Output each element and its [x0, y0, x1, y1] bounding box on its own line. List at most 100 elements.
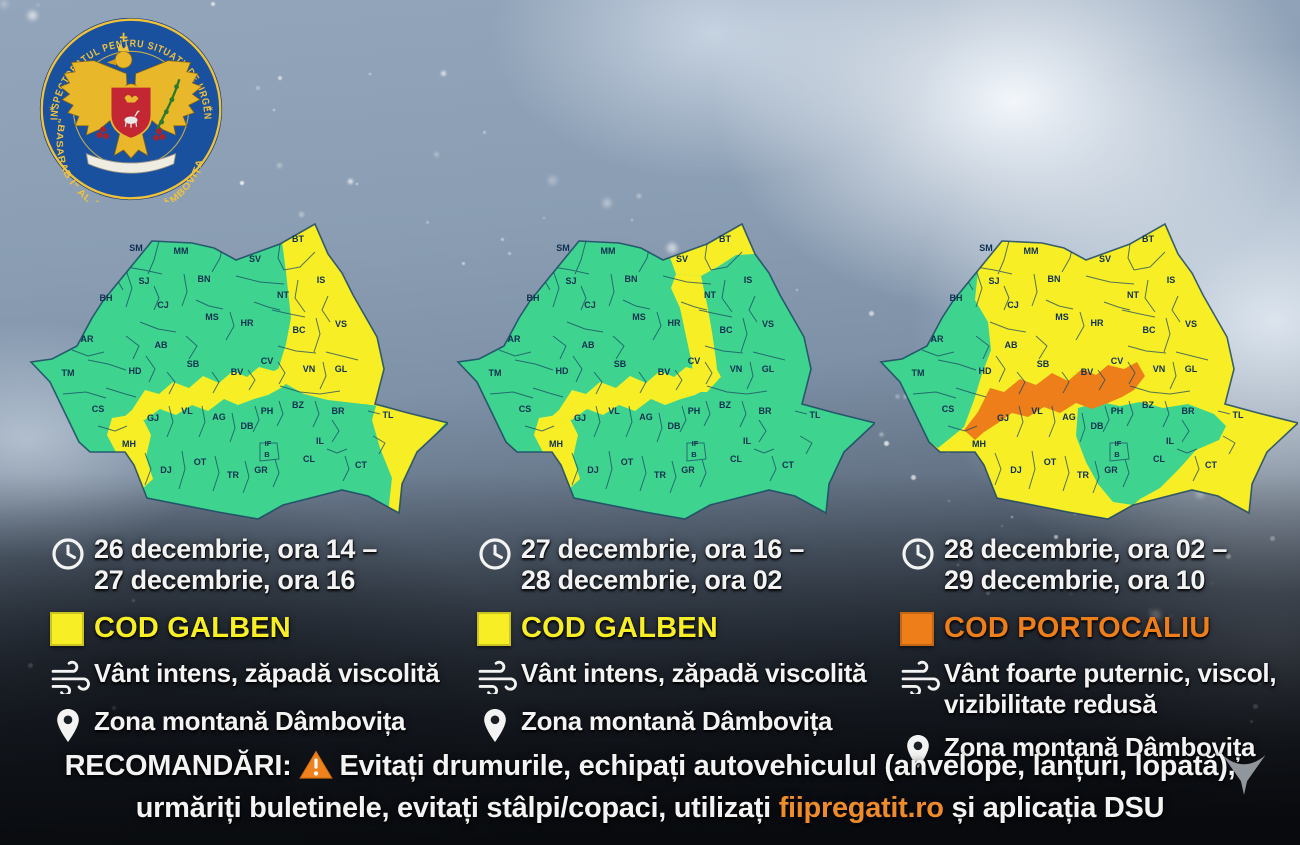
warning-region-carpathian-band: [543, 364, 721, 426]
county-label-BZ: BZ: [292, 400, 304, 410]
county-label-VN: VN: [730, 364, 743, 374]
county-label-TR: TR: [227, 470, 239, 480]
county-label-VN: VN: [1153, 364, 1166, 374]
wind-icon: [50, 658, 94, 694]
period-line-2: 28 decembrie, ora 02: [521, 565, 783, 595]
county-label-CL: CL: [1153, 454, 1165, 464]
county-label-MH: MH: [549, 439, 563, 449]
county-label-OT: OT: [194, 457, 207, 467]
county-label-CJ: CJ: [584, 300, 596, 310]
seal-star-left: ✶: [48, 104, 56, 114]
county-label-BV: BV: [1081, 367, 1094, 377]
county-label-CJ: CJ: [157, 300, 169, 310]
county-label-SM: SM: [979, 243, 993, 253]
county-label-SV: SV: [1099, 254, 1111, 264]
county-label-SM: SM: [556, 243, 570, 253]
wind-icon: [477, 658, 521, 694]
county-label-MH: MH: [122, 439, 136, 449]
seal-star-right: ✶: [206, 104, 214, 114]
warning-region-mh-southwest: [534, 415, 580, 490]
county-label-MS: MS: [1055, 312, 1069, 322]
county-label-AB: AB: [1005, 340, 1018, 350]
county-label-DJ: DJ: [587, 465, 599, 475]
county-label-BN: BN: [1048, 274, 1061, 284]
code-label: COD GALBEN: [521, 611, 718, 644]
county-label-HD: HD: [979, 366, 992, 376]
county-label-BC: BC: [720, 325, 733, 335]
yellow-code-swatch: [477, 612, 511, 646]
county-label-MH: MH: [972, 439, 986, 449]
county-label-TL: TL: [383, 410, 394, 420]
period-line-2: 27 decembrie, ora 16: [94, 565, 356, 595]
warning-region-coast-strip: [372, 392, 448, 514]
county-label-IF: IF: [1115, 439, 1122, 448]
warning-panel-1: SM MM BT SV IS NT BN SJ BH CJ MS HR BC VS AR AB TM HD SB BV…: [28, 222, 450, 743]
county-label-IS: IS: [1167, 275, 1176, 285]
period-line-2: 29 decembrie, ora 10: [944, 565, 1206, 595]
warning-region-east-carpathian-band: [671, 274, 718, 392]
county-label-VS: VS: [762, 319, 774, 329]
fiipregatit-link[interactable]: fiipregatit.ro: [778, 792, 944, 824]
county-borders: [62, 239, 386, 494]
period-line-1: 28 decembrie, ora 02 –: [944, 534, 1228, 564]
county-label-BC: BC: [293, 325, 306, 335]
county-label-HD: HD: [129, 366, 142, 376]
county-label-IL: IL: [316, 436, 325, 446]
county-label-B: B: [264, 450, 270, 459]
county-label-AR: AR: [931, 334, 944, 344]
county-label-TR: TR: [654, 470, 666, 480]
county-label-CV: CV: [1111, 356, 1124, 366]
warning-region-orange-carpathian-band: [964, 362, 1145, 440]
county-label-VS: VS: [335, 319, 347, 329]
area-text: Zona montană Dâmbovița: [94, 706, 406, 736]
recommendations-text: RECOMANDĂRI: Evitați drumurile, echipați …: [30, 748, 1270, 827]
county-label-VL: VL: [1031, 406, 1043, 416]
phenomena-text: Vânt intens, zăpadă viscolită: [521, 658, 867, 688]
county-label-DB: DB: [241, 421, 254, 431]
county-label-NT: NT: [704, 290, 716, 300]
county-label-VS: VS: [1185, 319, 1197, 329]
county-label-GL: GL: [335, 364, 348, 374]
county-label-DB: DB: [1091, 421, 1104, 431]
county-label-GR: GR: [681, 465, 695, 475]
romania-county-map-3: SM MM BT SV IS NT BN SJ BH CJ MS HR BC VS AR AB TM HD SB BV…: [878, 222, 1300, 522]
county-label-GJ: GJ: [147, 413, 159, 423]
county-label-GR: GR: [254, 465, 268, 475]
county-label-DJ: DJ: [1010, 465, 1022, 475]
county-label-OT: OT: [621, 457, 634, 467]
romania-county-map-2: SM MM BT SV IS NT BN SJ BH CJ MS HR BC VS AR AB TM HD SB BV…: [455, 222, 877, 522]
county-label-IF: IF: [692, 439, 699, 448]
county-label-TM: TM: [489, 368, 502, 378]
county-label-IL: IL: [1166, 436, 1175, 446]
county-label-VL: VL: [608, 406, 620, 416]
romania-county-map-1: SM MM BT SV IS NT BN SJ BH CJ MS HR BC VS AR AB TM HD SB BV…: [28, 222, 450, 522]
code-label: COD PORTOCALIU: [944, 611, 1211, 644]
warning-triangle-icon: [299, 750, 334, 790]
county-label-AG: AG: [639, 412, 653, 422]
county-label-BZ: BZ: [719, 400, 731, 410]
county-label-TL: TL: [1233, 410, 1244, 420]
county-label-BN: BN: [625, 274, 638, 284]
country-outline: [879, 222, 1300, 520]
county-label-BN: BN: [198, 274, 211, 284]
county-label-SB: SB: [1037, 359, 1050, 369]
county-label-BT: BT: [1142, 234, 1154, 244]
county-label-PH: PH: [1111, 406, 1124, 416]
county-label-VL: VL: [181, 406, 193, 416]
county-label-BV: BV: [231, 367, 244, 377]
county-label-SB: SB: [187, 359, 200, 369]
county-label-NT: NT: [1127, 290, 1139, 300]
county-label-CT: CT: [782, 460, 794, 470]
county-label-BR: BR: [332, 406, 345, 416]
county-label-BH: BH: [100, 293, 113, 303]
county-label-IS: IS: [744, 275, 753, 285]
county-label-GL: GL: [1185, 364, 1198, 374]
county-label-CT: CT: [355, 460, 367, 470]
county-label-BV: BV: [658, 367, 671, 377]
county-label-TM: TM: [62, 368, 75, 378]
phenomena-text: Vânt intens, zăpadă viscolită: [94, 658, 440, 688]
county-label-BH: BH: [527, 293, 540, 303]
county-label-BR: BR: [1182, 406, 1195, 416]
country-outline: [456, 222, 877, 520]
